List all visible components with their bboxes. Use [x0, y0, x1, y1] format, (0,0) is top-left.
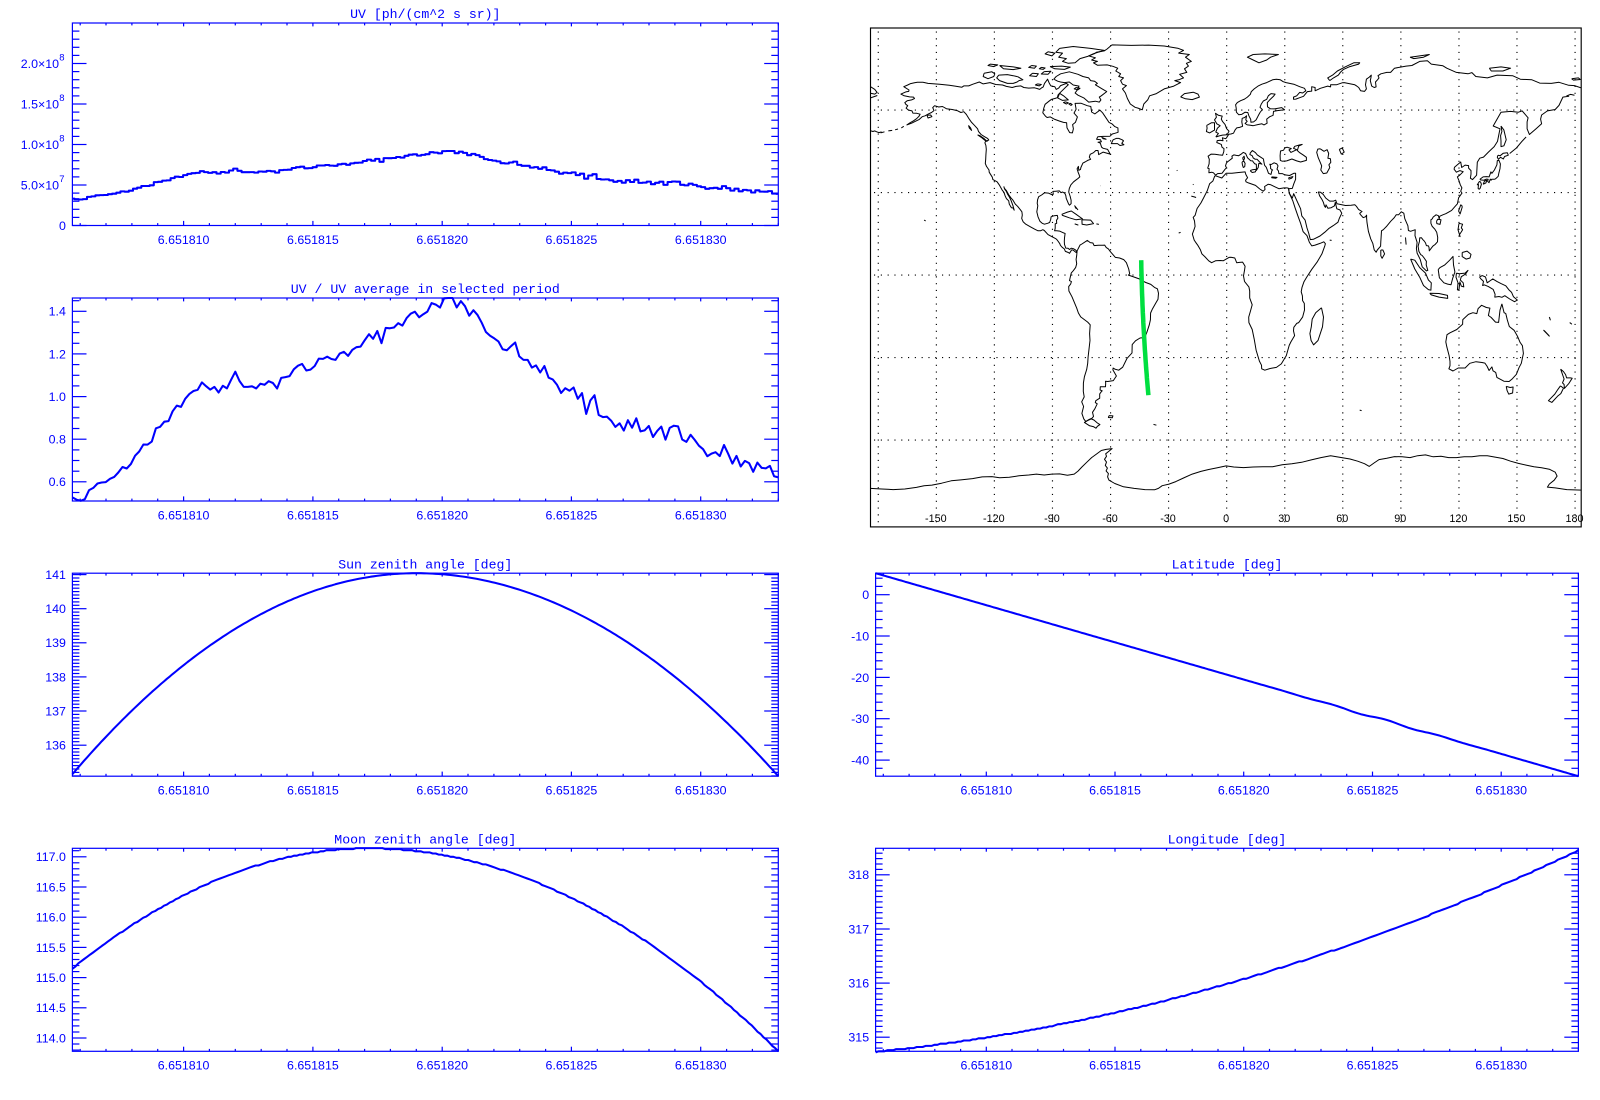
- svg-text:2.0×10: 2.0×10: [21, 57, 59, 71]
- svg-text:Sun zenith angle [deg]: Sun zenith angle [deg]: [338, 557, 512, 572]
- svg-text:-40: -40: [851, 754, 869, 768]
- svg-text:6.651830: 6.651830: [1475, 1059, 1527, 1073]
- svg-text:8: 8: [59, 133, 64, 144]
- svg-text:6.651820: 6.651820: [1218, 1059, 1270, 1073]
- svg-text:140: 140: [45, 602, 66, 616]
- svg-text:8: 8: [59, 93, 64, 104]
- svg-text:315: 315: [848, 1031, 869, 1045]
- svg-text:30: 30: [1278, 513, 1290, 525]
- svg-text:UV [ph/(cm^2 s sr)]: UV [ph/(cm^2 s sr)]: [350, 7, 500, 22]
- svg-text:1.0×10: 1.0×10: [21, 138, 59, 152]
- svg-text:-30: -30: [1160, 513, 1176, 525]
- svg-text:116.0: 116.0: [36, 911, 66, 925]
- svg-text:6.651815: 6.651815: [287, 784, 339, 798]
- svg-text:6.651810: 6.651810: [158, 233, 210, 247]
- svg-text:-90: -90: [1044, 513, 1060, 525]
- svg-text:0.6: 0.6: [49, 475, 66, 489]
- svg-text:318: 318: [848, 868, 869, 882]
- svg-text:6.651820: 6.651820: [416, 1059, 468, 1073]
- svg-text:1.0: 1.0: [49, 390, 66, 404]
- svg-text:0.8: 0.8: [49, 433, 66, 447]
- svg-text:6.651810: 6.651810: [960, 784, 1012, 798]
- svg-text:60: 60: [1336, 513, 1348, 525]
- svg-text:-60: -60: [1102, 513, 1118, 525]
- svg-text:0: 0: [1223, 513, 1229, 525]
- svg-text:-150: -150: [925, 513, 947, 525]
- svg-text:6.651820: 6.651820: [416, 508, 468, 522]
- svg-text:6.651830: 6.651830: [675, 784, 727, 798]
- svg-text:Longitude [deg]: Longitude [deg]: [1168, 833, 1287, 848]
- svg-text:1.4: 1.4: [49, 305, 66, 319]
- svg-text:0: 0: [862, 588, 869, 602]
- svg-text:6.651825: 6.651825: [1347, 1059, 1399, 1073]
- svg-text:Latitude [deg]: Latitude [deg]: [1172, 557, 1283, 572]
- svg-text:114.0: 114.0: [36, 1031, 66, 1045]
- svg-text:6.651815: 6.651815: [287, 1059, 339, 1073]
- svg-text:136: 136: [45, 739, 66, 753]
- svg-text:115.5: 115.5: [36, 941, 66, 955]
- svg-text:115.0: 115.0: [36, 971, 66, 985]
- svg-text:6.651810: 6.651810: [960, 1059, 1012, 1073]
- svg-text:6.651820: 6.651820: [416, 233, 468, 247]
- svg-text:7: 7: [59, 174, 64, 185]
- svg-text:137: 137: [45, 704, 66, 718]
- svg-text:Moon zenith angle [deg]: Moon zenith angle [deg]: [334, 833, 516, 848]
- svg-text:-10: -10: [851, 629, 869, 643]
- svg-text:8: 8: [59, 52, 64, 63]
- svg-text:-120: -120: [983, 513, 1005, 525]
- svg-text:150: 150: [1507, 513, 1525, 525]
- svg-text:6.651830: 6.651830: [675, 1059, 727, 1073]
- svg-text:139: 139: [45, 636, 66, 650]
- svg-text:6.651830: 6.651830: [675, 233, 727, 247]
- svg-text:117.0: 117.0: [36, 850, 66, 864]
- svg-text:6.651830: 6.651830: [1475, 784, 1527, 798]
- svg-text:90: 90: [1394, 513, 1406, 525]
- svg-text:5.0×10: 5.0×10: [21, 178, 59, 192]
- svg-text:-30: -30: [851, 712, 869, 726]
- svg-text:6.651825: 6.651825: [1347, 784, 1399, 798]
- svg-text:120: 120: [1449, 513, 1467, 525]
- svg-text:6.651815: 6.651815: [1089, 784, 1141, 798]
- svg-text:6.651815: 6.651815: [287, 508, 339, 522]
- svg-text:6.651810: 6.651810: [158, 1059, 210, 1073]
- svg-text:138: 138: [45, 670, 66, 684]
- svg-text:6.651825: 6.651825: [546, 784, 598, 798]
- svg-text:6.651815: 6.651815: [287, 233, 339, 247]
- svg-text:6.651810: 6.651810: [158, 784, 210, 798]
- svg-text:316: 316: [848, 977, 869, 991]
- svg-text:UV / UV average in selected pe: UV / UV average in selected period: [291, 282, 560, 297]
- svg-text:114.5: 114.5: [36, 1001, 66, 1015]
- svg-text:116.5: 116.5: [36, 880, 66, 894]
- svg-text:6.651825: 6.651825: [546, 233, 598, 247]
- svg-text:6.651820: 6.651820: [1218, 784, 1270, 798]
- svg-text:0: 0: [59, 219, 66, 233]
- svg-text:-20: -20: [851, 671, 869, 685]
- svg-text:6.651820: 6.651820: [416, 784, 468, 798]
- svg-text:1.2: 1.2: [49, 347, 66, 361]
- svg-text:6.651825: 6.651825: [546, 1059, 598, 1073]
- svg-text:6.651810: 6.651810: [158, 508, 210, 522]
- svg-text:1.5×10: 1.5×10: [21, 97, 59, 111]
- svg-text:141: 141: [45, 568, 66, 582]
- svg-text:6.651825: 6.651825: [546, 508, 598, 522]
- svg-text:6.651815: 6.651815: [1089, 1059, 1141, 1073]
- svg-text:317: 317: [848, 922, 869, 936]
- svg-text:180: 180: [1565, 513, 1583, 525]
- svg-text:6.651830: 6.651830: [675, 508, 727, 522]
